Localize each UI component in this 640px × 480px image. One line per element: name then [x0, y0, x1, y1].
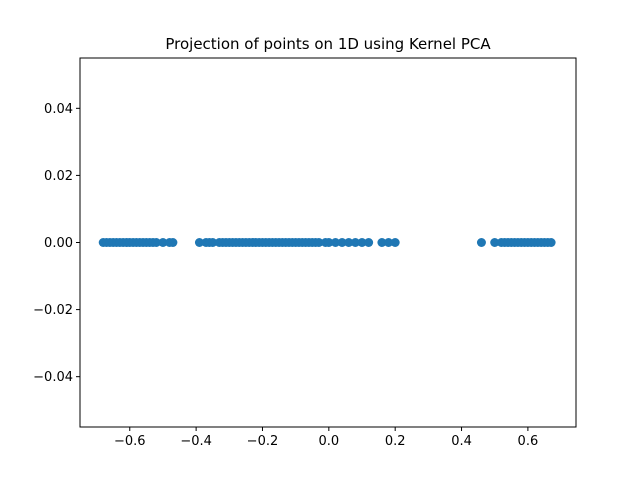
data-points [98, 238, 556, 247]
data-point [314, 238, 324, 247]
x-tick-label: −0.2 [247, 434, 279, 449]
data-point [194, 238, 204, 247]
data-point [337, 238, 347, 247]
data-point [330, 238, 340, 247]
data-point [546, 238, 556, 247]
y-tick-label: −0.02 [33, 303, 73, 318]
data-point [476, 238, 486, 247]
y-tick-label: −0.04 [33, 370, 73, 385]
y-axis: 0.04 0.02 0.00 −0.02 −0.04 [33, 102, 80, 385]
y-tick-label: 0.00 [44, 236, 73, 251]
x-tick-label: 0.4 [451, 434, 472, 449]
data-point [151, 238, 161, 247]
data-point [377, 238, 387, 247]
data-point [344, 238, 354, 247]
data-point [490, 238, 500, 247]
data-point [208, 238, 218, 247]
x-tick-label: −0.4 [180, 434, 212, 449]
data-point [324, 238, 334, 247]
x-tick-label: 0.2 [385, 434, 406, 449]
data-point [364, 238, 374, 247]
x-tick-label: 0.0 [318, 434, 339, 449]
x-tick-label: 0.6 [518, 434, 539, 449]
data-point [390, 238, 400, 247]
y-tick-label: 0.04 [44, 102, 73, 117]
x-tick-label: −0.6 [114, 434, 146, 449]
chart-title: Projection of points on 1D using Kernel … [165, 35, 491, 53]
data-point [158, 238, 168, 247]
data-point [357, 238, 367, 247]
data-point [350, 238, 360, 247]
plot-frame [79, 57, 577, 428]
x-axis: −0.6 −0.4 −0.2 0.0 0.2 0.4 0.6 [114, 427, 538, 449]
data-point [168, 238, 178, 247]
y-tick-label: 0.02 [44, 169, 73, 184]
data-point [384, 238, 394, 247]
